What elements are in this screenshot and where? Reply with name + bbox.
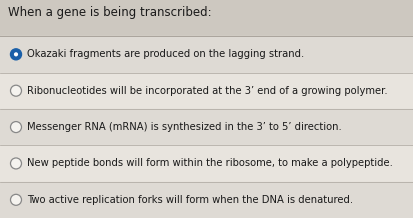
Text: Okazaki fragments are produced on the lagging strand.: Okazaki fragments are produced on the la…: [27, 49, 304, 59]
Circle shape: [14, 52, 18, 56]
Circle shape: [10, 158, 21, 169]
Text: Messenger RNA (mRNA) is synthesized in the 3’ to 5’ direction.: Messenger RNA (mRNA) is synthesized in t…: [27, 122, 342, 132]
Circle shape: [10, 85, 21, 96]
Circle shape: [10, 49, 21, 60]
Bar: [0, 36, 413, 73]
Text: When a gene is being transcribed:: When a gene is being transcribed:: [8, 6, 211, 19]
Circle shape: [10, 122, 21, 133]
Circle shape: [10, 194, 21, 205]
Bar: [0, 145, 413, 182]
Bar: [0, 73, 413, 109]
Bar: [0, 109, 413, 145]
Text: Two active replication forks will form when the DNA is denatured.: Two active replication forks will form w…: [27, 195, 353, 205]
Bar: [0, 182, 413, 218]
Text: New peptide bonds will form within the ribosome, to make a polypeptide.: New peptide bonds will form within the r…: [27, 158, 393, 169]
Text: Ribonucleotides will be incorporated at the 3’ end of a growing polymer.: Ribonucleotides will be incorporated at …: [27, 86, 388, 96]
